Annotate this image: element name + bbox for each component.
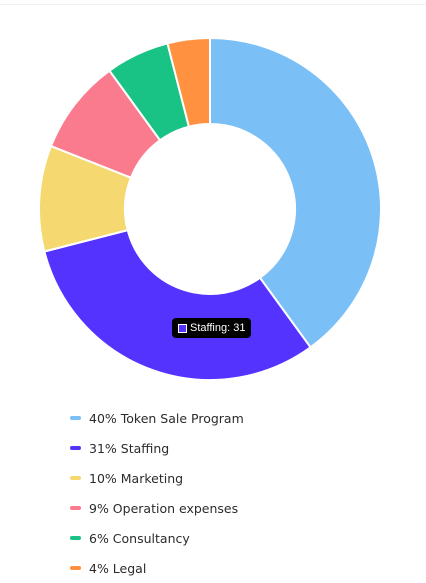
donut-chart[interactable]	[0, 0, 426, 400]
tooltip-value: 31	[233, 322, 246, 334]
tooltip-label: Staffing	[190, 322, 228, 334]
legend-item[interactable]: 31% Staffing	[70, 433, 244, 463]
legend-swatch	[70, 536, 81, 540]
legend-item[interactable]: 9% Operation expenses	[70, 493, 244, 523]
legend-swatch	[70, 446, 81, 450]
tooltip-text: Staffing: 31	[190, 322, 245, 334]
tooltip-swatch	[178, 323, 187, 333]
legend-item[interactable]: 4% Legal	[70, 553, 244, 583]
legend-label: 31% Staffing	[89, 440, 170, 456]
legend-item[interactable]: 40% Token Sale Program	[70, 403, 244, 433]
slice-staffing[interactable]	[43, 228, 312, 381]
legend-label: 9% Operation expenses	[89, 500, 239, 516]
legend-swatch	[70, 506, 81, 510]
tooltip-separator: :	[227, 322, 234, 334]
legend-item[interactable]: 6% Consultancy	[70, 523, 244, 553]
legend-swatch	[70, 416, 81, 420]
slice-token-sale-program[interactable]	[209, 36, 382, 349]
legend-item[interactable]: 10% Marketing	[70, 463, 244, 493]
legend-label: 10% Marketing	[89, 470, 184, 486]
chart-tooltip: Staffing: 31	[172, 318, 252, 338]
legend-swatch	[70, 566, 81, 570]
top-divider	[0, 4, 426, 5]
slice-legal[interactable]	[166, 36, 211, 128]
chart-legend: 40% Token Sale Program 31% Staffing 10% Ma…	[70, 403, 244, 583]
legend-label: 40% Token Sale Program	[89, 410, 244, 426]
legend-swatch	[70, 476, 81, 480]
legend-label: 4% Legal	[89, 560, 147, 576]
legend-label: 6% Consultancy	[89, 530, 190, 546]
